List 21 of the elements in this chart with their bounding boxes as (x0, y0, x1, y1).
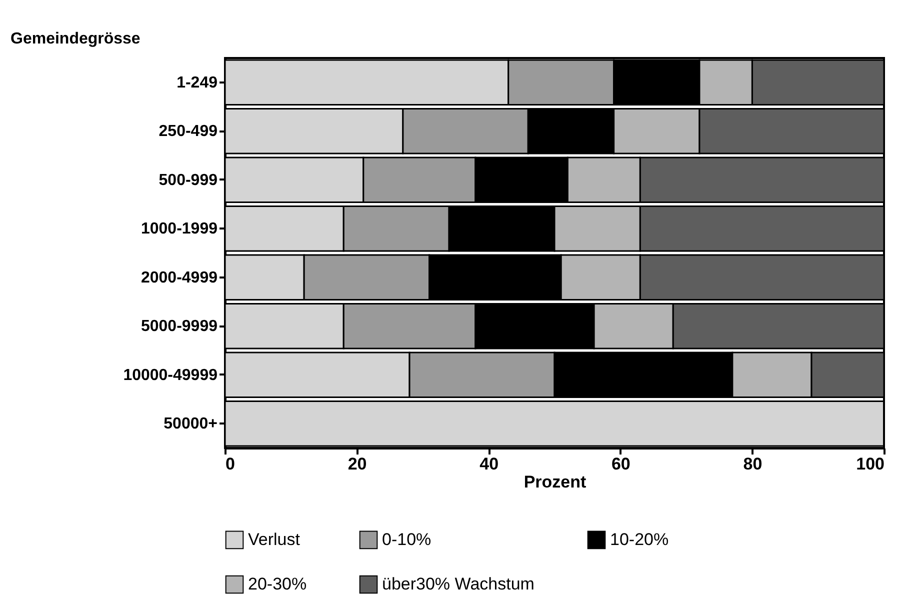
y-tick-label: 1000-1999 (140, 220, 218, 238)
y-tick-label: 10000-49999 (123, 366, 218, 384)
x-tick-label: 100 (856, 454, 884, 474)
y-tick-label: 5000-9999 (140, 318, 218, 336)
legend-label: 0-10% (382, 530, 432, 549)
y-tick-label: 50000+ (164, 416, 218, 433)
y-tick-label: 500-999 (158, 172, 218, 189)
x-tick-label: 40 (480, 454, 499, 474)
x-axis-title: Prozent (524, 472, 587, 492)
y-tick-label: 1-249 (176, 74, 218, 92)
legend-label: Verlust (248, 530, 300, 549)
y-tick-label: 2000-4999 (140, 269, 218, 286)
y-axis-title: Gemeindegrösse (10, 30, 140, 48)
legend-label: 10-20% (610, 530, 669, 549)
x-tick-label: 80 (743, 454, 762, 474)
x-tick-label: 20 (348, 454, 367, 474)
legend-label: 20-30% (248, 574, 307, 594)
x-tick-label: 60 (611, 454, 630, 474)
legend-label: über30% Wachstum (382, 574, 534, 594)
y-tick-label: 250-499 (158, 123, 218, 140)
x-tick-label: 0 (226, 454, 235, 474)
